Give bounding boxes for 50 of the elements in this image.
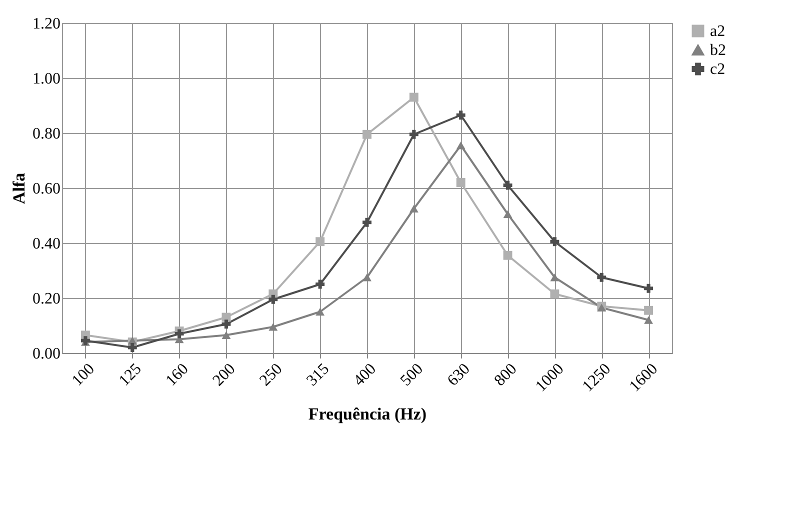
y-tick-label: 0.40 [32,236,60,252]
x-tick-label: 200 [210,360,239,390]
point [503,250,512,260]
x-tick-label: 500 [397,360,426,390]
x-tick-label: 315 [304,360,333,390]
legend-label: a2 [710,23,726,40]
point [644,284,654,293]
point [174,329,184,338]
point [409,204,418,212]
point [316,237,325,246]
point [456,142,466,150]
point [644,316,654,324]
y-tick-label: 0.00 [32,346,60,362]
point [268,323,278,331]
point [456,178,466,187]
legend-label: c2 [710,61,726,78]
point [550,289,560,298]
y-tick-label: 0.20 [32,290,60,308]
x-tick-label: 250 [256,360,286,390]
point [222,320,231,329]
x-tick-label: 160 [162,360,192,390]
point [316,280,325,289]
y-tick-label: 1.00 [32,70,60,88]
point [503,180,512,190]
y-tick-label: 1.20 [32,16,60,32]
point [644,306,654,315]
y-tick-label: 0.60 [32,180,60,198]
point [128,343,137,352]
point [362,218,372,227]
point [550,237,560,246]
point [409,92,418,102]
legend-label: b2 [710,42,726,59]
point [503,210,512,218]
point [222,331,231,339]
point [268,294,278,304]
x-axis-title: Frequência (Hz) [308,404,427,424]
x-tick-label: 125 [116,360,145,390]
point [597,272,606,282]
point [409,130,418,139]
x-tick-label: 400 [350,360,380,390]
point [316,308,325,316]
x-tick-label: 800 [491,360,520,390]
point [456,110,466,120]
x-tick-label: 100 [68,360,98,390]
y-tick-label: 0.80 [32,126,60,142]
point [550,274,560,282]
y-axis-title: Alfa [10,172,28,204]
point [362,130,372,139]
point [362,274,372,282]
x-tick-label: 630 [444,360,474,390]
